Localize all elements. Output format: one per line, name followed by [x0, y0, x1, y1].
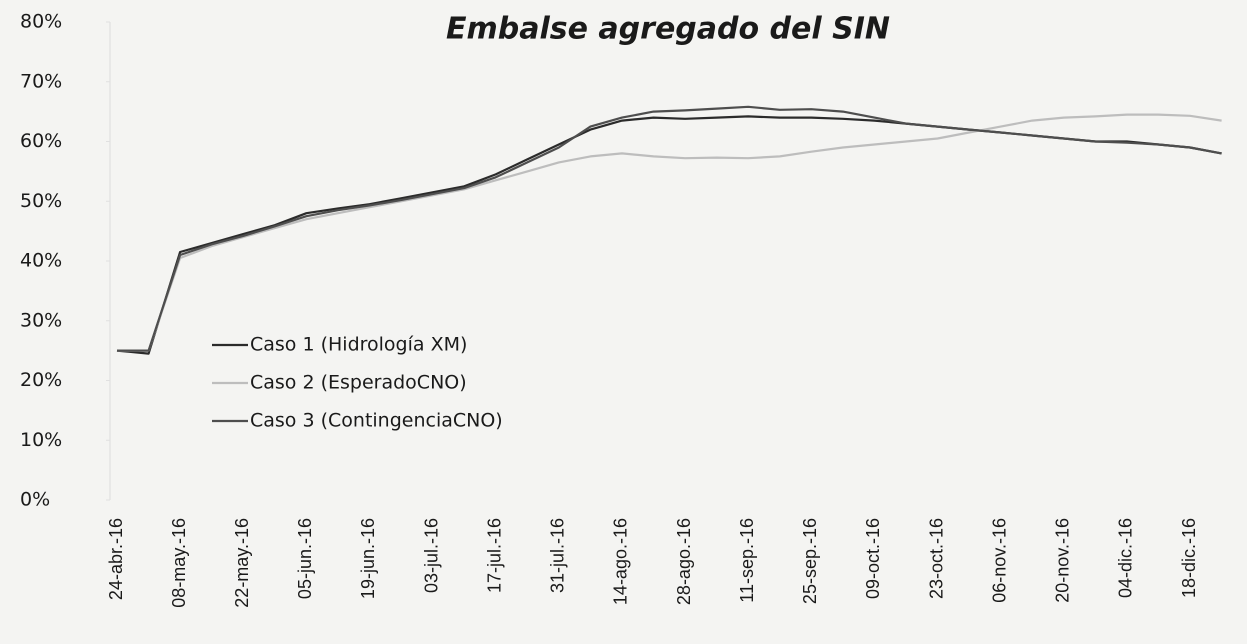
series-line [116, 115, 1222, 355]
chart-title: Embalse agregado del SIN [446, 12, 890, 47]
y-tick-label: 80% [20, 11, 62, 33]
x-tick-label: 31-jul.-16 [548, 518, 568, 593]
y-tick-label: 50% [20, 190, 62, 212]
series-line [117, 105, 1222, 352]
legend-label: Caso 1 (Hidrología XM) [250, 334, 467, 356]
y-tick-label: 30% [20, 309, 62, 331]
legend-label: Caso 3 (ContingenciaCNO) [250, 410, 503, 432]
x-tick-label: 17-jul.-16 [484, 518, 504, 593]
x-tick-label: 18-dic.-16 [1179, 518, 1199, 598]
x-tick-label: 24-abr.-16 [106, 518, 126, 600]
x-tick-label: 19-jun.-16 [358, 518, 378, 599]
x-tick-label: 09-oct.-16 [863, 518, 883, 599]
y-tick-label: 20% [20, 369, 62, 391]
x-tick-label: 28-ago.-16 [674, 518, 694, 605]
x-tick-label: 11-sep.-16 [737, 518, 757, 603]
x-tick-label: 23-oct.-16 [926, 518, 946, 599]
y-tick-label: 40% [20, 250, 62, 272]
legend-label: Caso 2 (EsperadoCNO) [250, 372, 467, 394]
x-tick-label: 22-may.-16 [232, 518, 252, 608]
y-tick-label: 10% [20, 429, 62, 451]
x-tick-label: 03-jul.-16 [421, 518, 441, 593]
x-tick-label: 14-ago.-16 [611, 518, 631, 605]
x-tick-label: 25-sep.-16 [800, 518, 820, 604]
y-tick-label: 0% [20, 489, 50, 511]
x-tick-label: 06-nov.-16 [989, 518, 1009, 603]
x-tick-label: 08-may.-16 [169, 518, 189, 608]
y-tick-label: 70% [20, 70, 62, 92]
x-tick-label: 20-nov.-16 [1053, 518, 1073, 603]
x-tick-label: 05-jun.-16 [295, 518, 315, 599]
series-line [117, 113, 1222, 352]
y-tick-label: 60% [20, 130, 62, 152]
x-tick-label: 04-dic.-16 [1116, 518, 1136, 598]
